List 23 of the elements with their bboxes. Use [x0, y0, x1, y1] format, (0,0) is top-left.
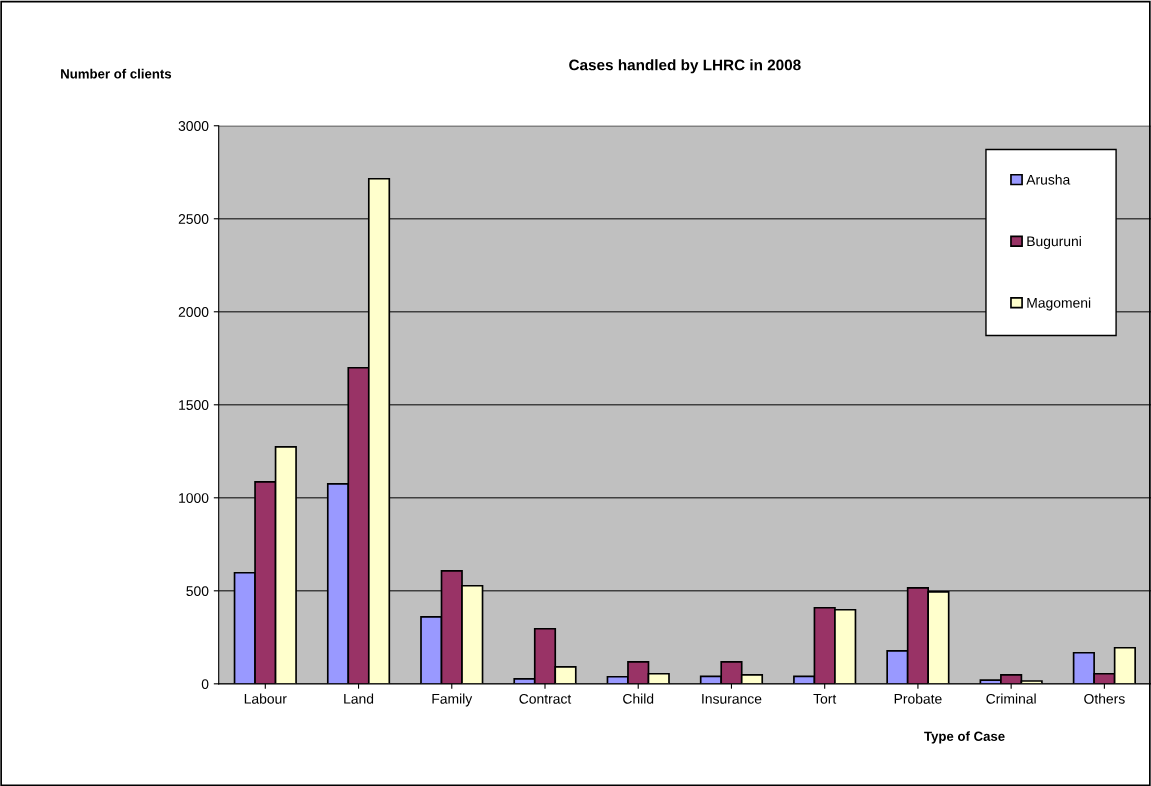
legend-label: Buguruni: [1027, 236, 1081, 249]
x-tick-label: Child: [623, 693, 654, 704]
y-tick-label: 500: [186, 586, 209, 596]
y-tick-label: 1000: [179, 493, 209, 503]
x-axis-title: Type of Case: [924, 731, 1005, 744]
x-tick-label: Others: [1084, 693, 1125, 704]
legend-label: Arusha: [1026, 174, 1071, 185]
chart-title: Cases handled by LHRC in 2008: [569, 59, 801, 74]
y-tick-label: 2000: [178, 307, 209, 317]
x-tick-label: Tort: [813, 694, 837, 704]
x-tick-label: Land: [344, 693, 374, 704]
x-tick-label: Family: [432, 693, 473, 707]
x-tick-label: Insurance: [702, 694, 762, 704]
y-tick-label: 1500: [179, 400, 209, 410]
y-tick-label: 0: [201, 679, 209, 689]
legend-label: Magomeni: [1027, 297, 1091, 311]
x-tick-label: Labour: [244, 693, 287, 704]
x-tick-label: Probate: [894, 693, 942, 704]
x-tick-label: Criminal: [986, 693, 1036, 704]
y-axis-title: Number of clients: [61, 68, 172, 79]
y-tick-label: 3000: [178, 121, 209, 131]
x-tick-label: Contract: [519, 693, 572, 704]
y-tick-label: 2500: [178, 214, 209, 224]
